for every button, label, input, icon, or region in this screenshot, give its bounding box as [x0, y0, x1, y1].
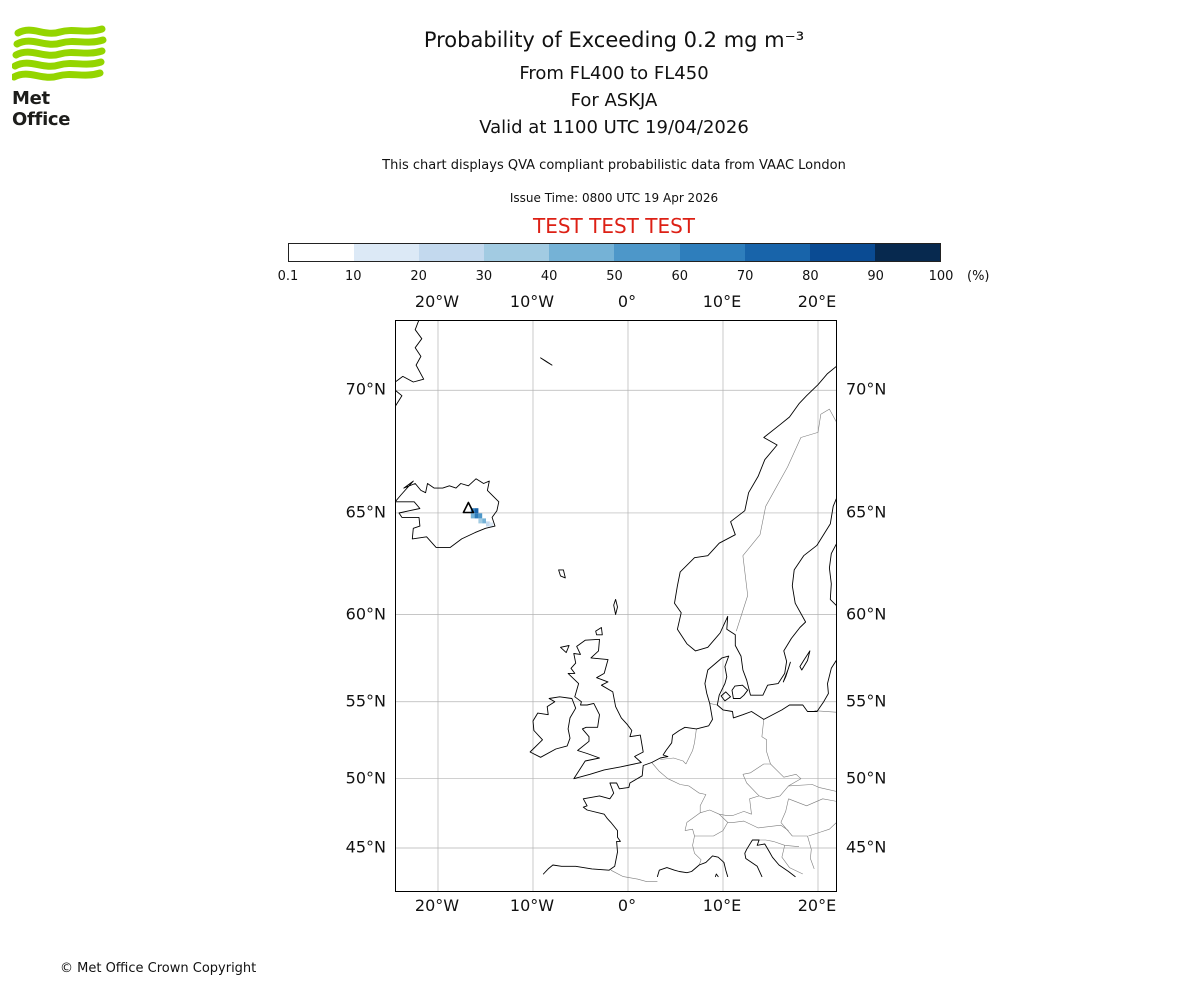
lat-tick-label-left: 70°N — [345, 379, 386, 399]
lat-tick-label-left: 65°N — [345, 502, 386, 522]
subtitle-valid-time: Valid at 1100 UTC 19/04/2026 — [479, 117, 749, 138]
map-canvas — [394, 316, 839, 891]
ash-cell — [478, 513, 483, 519]
copyright-text: © Met Office Crown Copyright — [60, 961, 257, 976]
lon-tick-label-top: 10°E — [702, 292, 742, 311]
lat-tick-label-right: 60°N — [846, 604, 887, 624]
colorbar-segment — [419, 244, 485, 261]
lon-tick-label-bottom: 10°W — [509, 896, 555, 915]
colorbar-segment — [679, 244, 745, 261]
colorbar-segment — [354, 244, 420, 261]
colorbar-tick-label: 70 — [736, 269, 754, 284]
colorbar-tick-label: 30 — [475, 269, 493, 284]
colorbar-unit-label: (%) — [967, 269, 990, 284]
lon-tick-label-bottom: 0° — [617, 896, 637, 915]
lat-tick-label-left: 50°N — [345, 768, 386, 788]
met-office-logo: Met Office — [12, 24, 112, 130]
lat-tick-label-right: 50°N — [846, 768, 887, 788]
ash-cell — [474, 513, 479, 519]
lon-tick-label-bottom: 20°W — [414, 896, 460, 915]
qva-description: This chart displays QVA compliant probab… — [382, 158, 846, 173]
lat-tick-label-right: 45°N — [846, 837, 887, 857]
colorbar-tick-label: 100 — [928, 269, 954, 284]
coastlines — [394, 316, 839, 878]
logo-wordmark: Met Office — [12, 88, 71, 130]
colorbar-tick-label: 60 — [671, 269, 689, 284]
colorbar-tick-label: 50 — [606, 269, 623, 284]
colorbar-tick-label: 0.1 — [277, 269, 299, 284]
colorbar-tick-label: 80 — [802, 269, 819, 284]
volcano-marker — [462, 501, 475, 514]
ash-probability-cells — [470, 508, 494, 528]
ash-cell — [486, 521, 490, 527]
lat-tick-label-left: 55°N — [345, 691, 386, 711]
lat-tick-label-left: 60°N — [345, 604, 386, 624]
ash-cell — [478, 518, 483, 524]
ash-cell — [482, 518, 486, 524]
ash-cell — [470, 513, 475, 519]
colorbar-tick-label: 90 — [867, 269, 884, 284]
colorbar-tick-labels: 0.1 10 20 30 40 50 60 70 80 90 100 — [278, 269, 954, 285]
colorbar-segment — [874, 244, 940, 261]
colorbar-segment — [809, 244, 875, 261]
lat-tick-label-right: 70°N — [846, 379, 887, 399]
grid-lines — [396, 321, 836, 891]
colorbar-segment — [289, 244, 355, 261]
country-borders — [610, 408, 839, 882]
lon-tick-label-top: 10°W — [509, 292, 555, 311]
lat-tick-label-right: 55°N — [846, 691, 887, 711]
ash-cell — [489, 522, 494, 528]
lat-tick-label-right: 65°N — [846, 502, 887, 522]
probability-colorbar — [288, 243, 941, 262]
lon-tick-label-top: 0° — [617, 292, 637, 311]
lat-tick-label-left: 45°N — [345, 837, 386, 857]
map-frame — [394, 316, 839, 892]
logo-waves-icon — [12, 25, 107, 81]
lon-tick-label-bottom: 20°E — [797, 896, 837, 915]
lon-tick-label-top: 20°E — [797, 292, 837, 311]
ash-cell — [474, 508, 479, 514]
chart-title: Probability of Exceeding 0.2 mg m⁻³ — [423, 28, 805, 52]
colorbar-segment — [549, 244, 615, 261]
test-banner: TEST TEST TEST — [532, 214, 695, 238]
colorbar-tick-label: 20 — [410, 269, 427, 284]
colorbar-tick-label: 40 — [540, 269, 558, 284]
colorbar-tick-label: 10 — [345, 269, 362, 284]
colorbar-segment — [744, 244, 810, 261]
subtitle-flight-levels: From FL400 to FL450 — [519, 63, 709, 84]
lon-tick-label-top: 20°W — [414, 292, 460, 311]
volcano-icon — [462, 501, 475, 514]
lon-tick-label-bottom: 10°E — [702, 896, 742, 915]
subtitle-volcano: For ASKJA — [570, 90, 658, 111]
colorbar-segment — [614, 244, 680, 261]
colorbar-segment — [484, 244, 550, 261]
issue-time: Issue Time: 0800 UTC 19 Apr 2026 — [509, 191, 719, 205]
